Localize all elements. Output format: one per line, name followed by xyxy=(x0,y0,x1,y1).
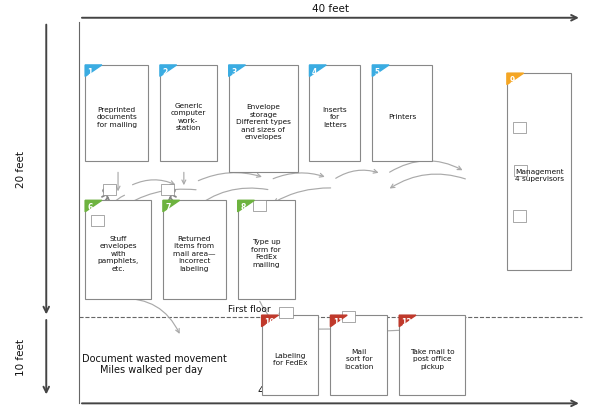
Polygon shape xyxy=(372,65,389,76)
Text: Preprinted
documents
for mailing: Preprinted documents for mailing xyxy=(96,107,137,128)
FancyBboxPatch shape xyxy=(163,200,226,299)
Text: 20 feet: 20 feet xyxy=(16,151,25,188)
Text: 4: 4 xyxy=(312,68,317,77)
FancyBboxPatch shape xyxy=(252,200,266,211)
Circle shape xyxy=(279,312,285,316)
Text: Take mail to
post office
pickup: Take mail to post office pickup xyxy=(410,349,454,370)
FancyBboxPatch shape xyxy=(160,65,217,161)
Text: 8: 8 xyxy=(240,203,245,212)
Text: 10: 10 xyxy=(264,318,275,327)
FancyBboxPatch shape xyxy=(103,184,116,195)
Text: 6: 6 xyxy=(88,203,93,212)
Text: 11: 11 xyxy=(333,318,343,327)
Polygon shape xyxy=(331,315,347,327)
FancyBboxPatch shape xyxy=(85,200,151,299)
FancyBboxPatch shape xyxy=(331,315,387,395)
Text: 40 feet: 40 feet xyxy=(312,4,349,14)
Text: 9: 9 xyxy=(509,76,514,85)
Polygon shape xyxy=(310,65,326,76)
Text: 40 feet: 40 feet xyxy=(258,386,295,396)
FancyBboxPatch shape xyxy=(372,65,432,161)
Polygon shape xyxy=(85,65,102,76)
Text: Stuff
envelopes
with
pamphlets,
etc.: Stuff envelopes with pamphlets, etc. xyxy=(97,236,139,272)
Polygon shape xyxy=(163,200,180,212)
FancyBboxPatch shape xyxy=(85,65,148,161)
Text: First floor: First floor xyxy=(228,305,271,314)
Text: Miles walked per day: Miles walked per day xyxy=(100,365,203,375)
Circle shape xyxy=(252,205,259,209)
Polygon shape xyxy=(507,73,523,85)
FancyBboxPatch shape xyxy=(160,184,174,195)
Circle shape xyxy=(522,170,528,174)
Circle shape xyxy=(513,215,519,220)
Text: Generic
computer
work-
station: Generic computer work- station xyxy=(171,103,206,132)
Text: Type up
form for
FedEx
mailing: Type up form for FedEx mailing xyxy=(251,239,281,268)
FancyBboxPatch shape xyxy=(513,210,526,222)
FancyBboxPatch shape xyxy=(261,315,319,395)
FancyBboxPatch shape xyxy=(399,315,465,395)
Polygon shape xyxy=(160,65,177,76)
FancyBboxPatch shape xyxy=(310,65,361,161)
Polygon shape xyxy=(399,315,416,327)
FancyBboxPatch shape xyxy=(279,307,293,318)
Text: 5: 5 xyxy=(374,68,380,77)
FancyBboxPatch shape xyxy=(513,122,526,133)
Text: 7: 7 xyxy=(165,203,171,212)
Text: 10 feet: 10 feet xyxy=(16,339,25,376)
Circle shape xyxy=(169,188,175,193)
Circle shape xyxy=(342,316,349,320)
FancyBboxPatch shape xyxy=(514,165,526,176)
Text: Envelope
storage
Different types
and sizes of
envelopes: Envelope storage Different types and siz… xyxy=(236,104,290,140)
FancyBboxPatch shape xyxy=(229,65,297,171)
Circle shape xyxy=(91,219,97,224)
FancyBboxPatch shape xyxy=(343,311,355,322)
Circle shape xyxy=(103,188,109,193)
Text: 2: 2 xyxy=(162,68,168,77)
FancyBboxPatch shape xyxy=(91,215,104,226)
Circle shape xyxy=(513,127,519,131)
Text: Inserts
for
letters: Inserts for letters xyxy=(323,107,347,128)
FancyBboxPatch shape xyxy=(507,73,572,270)
Text: Labeling
for FedEx: Labeling for FedEx xyxy=(273,352,307,366)
FancyBboxPatch shape xyxy=(237,200,294,299)
Text: Management
4 supervisors: Management 4 supervisors xyxy=(514,169,564,183)
Polygon shape xyxy=(85,200,102,212)
Text: Printers: Printers xyxy=(388,114,416,120)
Polygon shape xyxy=(229,65,245,76)
Text: 1: 1 xyxy=(88,68,93,77)
Polygon shape xyxy=(261,315,278,327)
Polygon shape xyxy=(237,200,254,212)
Text: 12: 12 xyxy=(401,318,412,327)
Text: Returned
items from
mail area—
incorrect
labeling: Returned items from mail area— incorrect… xyxy=(173,236,216,272)
Text: Mail
sort for
location: Mail sort for location xyxy=(344,349,373,370)
Text: Document wasted movement: Document wasted movement xyxy=(82,354,227,364)
Text: 3: 3 xyxy=(231,68,236,77)
